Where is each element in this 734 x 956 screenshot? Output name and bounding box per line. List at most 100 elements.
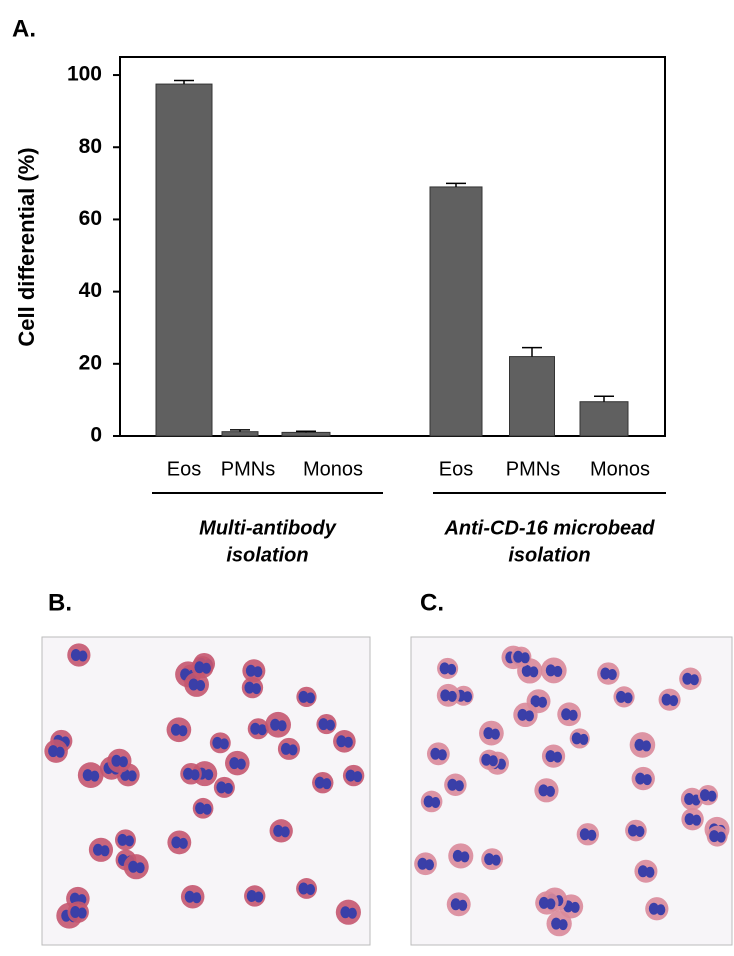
nucleus (538, 696, 548, 708)
nucleus (423, 795, 434, 808)
nucleus (219, 738, 229, 750)
nucleus (616, 690, 627, 703)
y-tick-label: 80 (79, 135, 102, 158)
nucleus (642, 774, 652, 786)
nucleus (246, 889, 257, 902)
nucleus (440, 689, 451, 702)
bar (221, 431, 259, 437)
nucleus (669, 695, 679, 707)
nucleus (245, 664, 256, 677)
nucleus (579, 828, 590, 841)
x-tick-label: Monos (303, 458, 363, 480)
nucleus (538, 784, 549, 797)
x-tick-label: Eos (439, 458, 473, 480)
nucleus (553, 751, 563, 763)
error-bar (296, 430, 316, 433)
nucleus (545, 664, 556, 677)
nucleus (437, 749, 447, 761)
y-tick-label: 40 (79, 279, 102, 302)
nucleus (684, 813, 695, 826)
panel-label: C. (420, 589, 444, 616)
nucleus (634, 738, 645, 751)
nucleus (579, 733, 589, 745)
nucleus (454, 780, 464, 792)
nucleus (288, 744, 298, 756)
nucleus (78, 650, 88, 662)
nucleus (447, 663, 457, 675)
nucleus (92, 843, 103, 856)
nucleus (517, 708, 528, 721)
nucleus (277, 720, 287, 732)
nucleus (627, 824, 638, 837)
bar (155, 83, 213, 437)
nucleus (699, 789, 710, 802)
plot-frame (119, 56, 666, 437)
nucleus (183, 767, 194, 780)
nucleus (90, 770, 100, 782)
nucleus (707, 790, 717, 802)
error-bar (594, 395, 614, 402)
nucleus (305, 692, 315, 704)
nucleus (656, 904, 666, 916)
nucleus (171, 836, 182, 849)
nucleus (253, 666, 263, 678)
bar (509, 356, 555, 437)
nucleus (340, 906, 351, 919)
group-label: Anti-CD-16 microbead (443, 517, 655, 539)
nucleus (190, 769, 200, 781)
nucleus (250, 722, 261, 735)
nucleus (202, 803, 212, 815)
nucleus (204, 769, 214, 781)
nucleus (251, 683, 261, 695)
nucleus (178, 725, 188, 737)
nucleus (513, 650, 524, 663)
nucleus (336, 735, 347, 748)
nucleus (484, 853, 495, 866)
nucleus (306, 883, 316, 895)
nucleus (645, 866, 655, 878)
nucleus (551, 917, 562, 930)
nucleus (48, 745, 59, 758)
x-tick-label: PMNs (221, 458, 275, 480)
nucleus (128, 860, 139, 873)
nucleus (100, 845, 110, 857)
nucleus (425, 859, 435, 871)
nucleus (343, 736, 353, 748)
x-tick-label: Eos (167, 458, 201, 480)
nucleus (545, 785, 555, 797)
y-tick-label: 100 (67, 63, 102, 86)
nucleus (118, 756, 128, 768)
nucleus (178, 837, 188, 849)
nucleus (117, 833, 128, 846)
group-label: isolation (226, 544, 308, 566)
nucleus (483, 727, 494, 740)
nucleus (273, 824, 284, 837)
nucleus (195, 802, 206, 815)
nucleus (546, 898, 556, 910)
nucleus (353, 771, 363, 783)
panel-label: A. (12, 15, 36, 42)
nucleus (318, 718, 329, 731)
nucleus (709, 830, 720, 843)
nucleus (127, 770, 137, 782)
nucleus (635, 772, 646, 785)
nucleus (458, 899, 468, 911)
nucleus (223, 782, 233, 794)
nucleus (447, 778, 458, 791)
nucleus (488, 755, 498, 767)
bar (579, 401, 629, 437)
nucleus (692, 814, 702, 826)
nucleus (170, 723, 181, 736)
nucleus (82, 769, 93, 782)
nucleus (600, 667, 611, 680)
nucleus (490, 728, 500, 740)
nucleus (216, 781, 227, 794)
nucleus (298, 882, 309, 895)
nucleus (70, 906, 81, 919)
nucleus (201, 662, 211, 674)
nucleus (637, 865, 648, 878)
nucleus (460, 851, 470, 863)
nucleus (244, 681, 255, 694)
nucleus (521, 664, 532, 677)
nucleus (70, 648, 81, 661)
